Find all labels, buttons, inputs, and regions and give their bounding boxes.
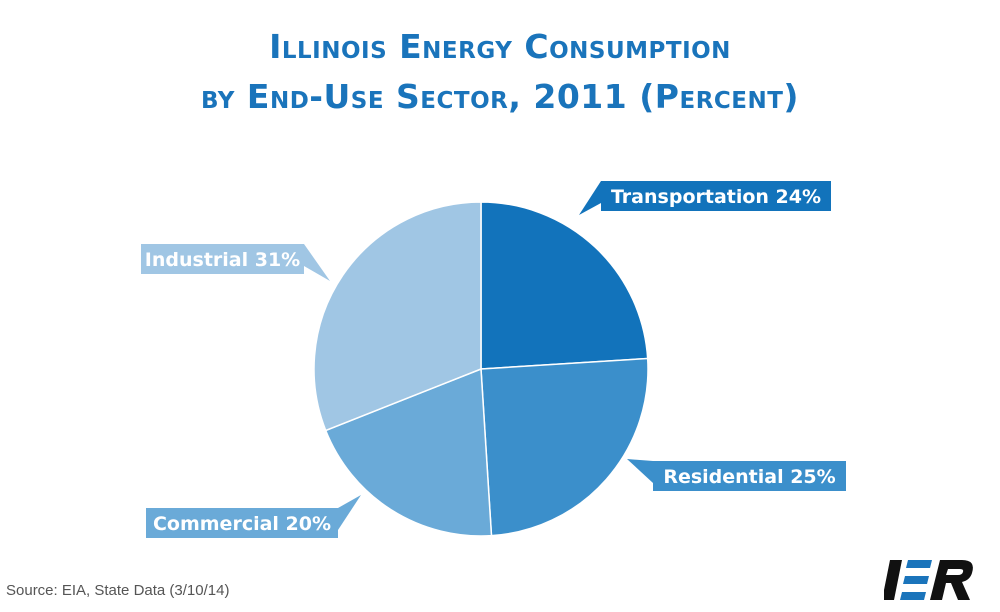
ier-logo — [884, 560, 973, 600]
chart-title-line-2: by End-Use Sector, 2011 (Percent) — [200, 77, 800, 116]
callout-pointer — [338, 495, 361, 530]
source-note: Source: EIA, State Data (3/10/14) — [6, 582, 230, 599]
callout-pointer — [579, 181, 601, 215]
callout-box — [146, 508, 338, 538]
data-label-text: Residential 25% — [663, 466, 835, 488]
callout-box — [141, 244, 304, 274]
data-label-text: Transportation 24% — [611, 186, 821, 208]
callout-box — [653, 461, 846, 491]
callout-pointer — [304, 244, 330, 281]
data-label-commercial: Commercial 20% — [146, 495, 361, 538]
data-label-text: Industrial 31% — [145, 249, 300, 271]
data-label-transportation: Transportation 24% — [579, 181, 831, 215]
chart-title: Illinois Energy Consumption by End-Use S… — [0, 22, 1000, 122]
callout-box — [601, 181, 831, 211]
data-label-text: Commercial 20% — [153, 513, 331, 535]
pie-slice-industrial — [313, 201, 482, 432]
data-label-residential: Residential 25% — [627, 459, 846, 491]
pie-slice-commercial — [324, 367, 493, 537]
pie-slice-residential — [480, 357, 649, 537]
pie-slice-transportation — [480, 201, 649, 370]
chart-title-line-1: Illinois Energy Consumption — [269, 27, 731, 66]
data-label-industrial: Industrial 31% — [141, 244, 330, 281]
callout-pointer — [627, 459, 653, 483]
